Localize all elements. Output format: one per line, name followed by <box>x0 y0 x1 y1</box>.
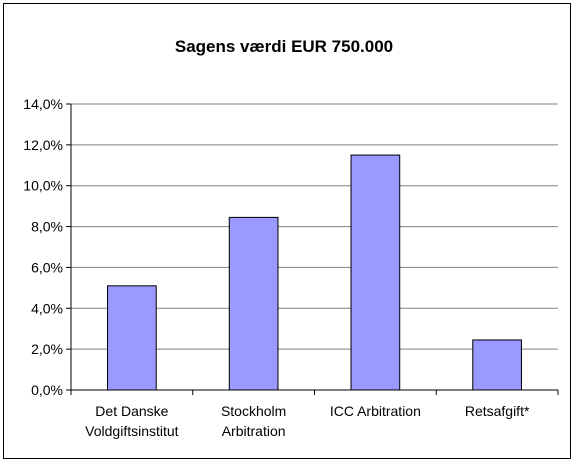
x-category-labels: Det Danske Voldgiftsinstitut Stockholm Arbi… <box>85 403 530 439</box>
y-tick-label: 4,0% <box>31 300 63 316</box>
bar <box>228 216 279 391</box>
y-tick-labels: 0,0% 2,0% 4,0% 6,0% 8,0% 10,0% 12,0% 14,0% <box>23 96 63 398</box>
x-category-label: ICC Arbitration <box>330 403 421 419</box>
chart-title: Sagens værdi EUR 750.000 <box>175 37 393 56</box>
y-tick-label: 0,0% <box>31 382 63 398</box>
x-category-label: Arbitration <box>222 423 286 439</box>
bar <box>107 285 157 391</box>
bars <box>107 154 522 391</box>
y-tick-label: 12,0% <box>23 137 63 153</box>
x-category-label: Stockholm <box>221 403 286 419</box>
y-tick-label: 6,0% <box>31 259 63 275</box>
bar <box>472 339 522 391</box>
y-tick-label: 14,0% <box>23 96 63 112</box>
x-category-label: Retsafgift* <box>465 403 530 419</box>
y-tick-label: 2,0% <box>31 341 63 357</box>
axes <box>66 103 559 395</box>
x-category-label: Det Danske <box>95 403 168 419</box>
y-tick-label: 10,0% <box>23 178 63 194</box>
x-category-label: Voldgiftsinstitut <box>85 423 178 439</box>
bar <box>350 154 401 391</box>
y-tick-label: 8,0% <box>31 219 63 235</box>
